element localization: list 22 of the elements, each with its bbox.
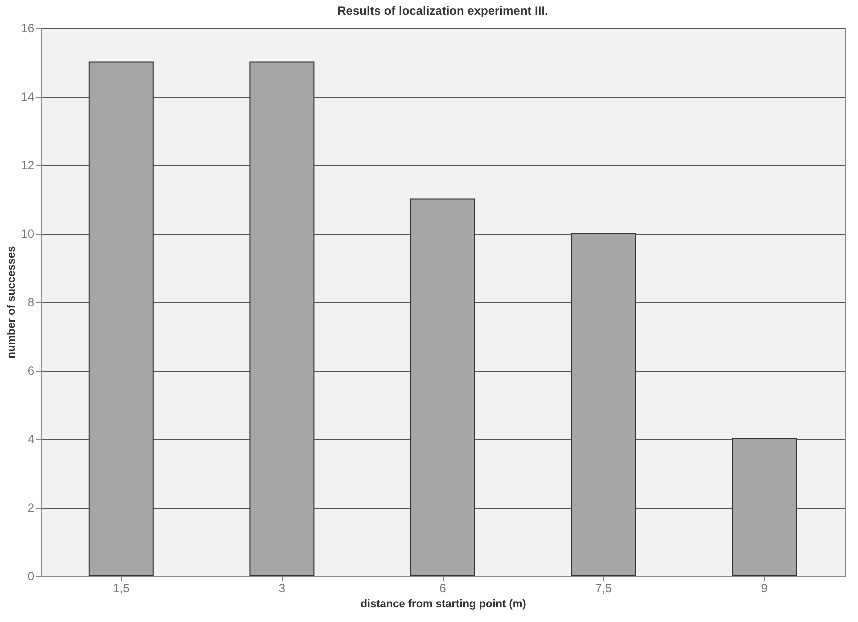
x-axis-title: distance from starting point (m) <box>360 598 527 610</box>
bar <box>571 233 636 576</box>
y-tick-label: 6 <box>28 364 35 378</box>
bar <box>410 198 476 576</box>
bar <box>250 62 315 576</box>
x-tick-label: 9 <box>761 582 768 596</box>
x-tick-label: 7,5 <box>595 582 612 596</box>
x-tick-label: 6 <box>440 582 447 596</box>
y-tick-label: 4 <box>28 432 35 446</box>
y-axis-title: number of successes <box>6 246 18 359</box>
y-tick-label: 2 <box>28 501 35 515</box>
y-tick-label: 14 <box>21 90 35 104</box>
y-tick-label: 8 <box>28 296 35 310</box>
y-tick-label: 10 <box>21 227 35 241</box>
chart-title: Results of localization experiment III. <box>338 4 548 18</box>
y-tick-label: 12 <box>21 158 35 172</box>
y-tick-label: 0 <box>28 570 35 584</box>
bar <box>88 62 154 576</box>
bar <box>732 438 798 576</box>
y-tick-label: 16 <box>21 22 35 36</box>
x-tick-label: 3 <box>278 582 286 596</box>
x-tick-label: 1,5 <box>113 582 130 596</box>
